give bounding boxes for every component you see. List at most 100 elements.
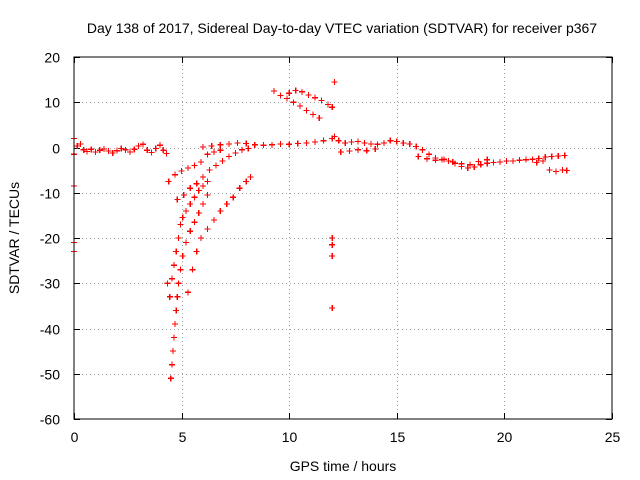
- data-point: [126, 149, 133, 156]
- data-point: [168, 361, 175, 368]
- tick-labels: 0 5 10 15 20 25 -60 -50 -40 -30 -20 -10 0 10 20: [40, 50, 621, 446]
- data-point: [243, 178, 250, 185]
- data-point: [355, 138, 362, 145]
- data-point: [182, 207, 189, 214]
- data-point: [217, 147, 224, 154]
- y-tick-label: -20: [40, 231, 60, 247]
- data-point: [92, 149, 99, 156]
- data-point: [331, 133, 338, 140]
- data-point: [445, 158, 452, 165]
- data-point: [236, 185, 243, 192]
- data-point: [114, 147, 121, 154]
- data-point: [166, 293, 173, 300]
- data-point: [213, 162, 220, 169]
- data-point: [533, 159, 540, 166]
- data-point: [164, 280, 171, 287]
- data-point: [171, 262, 178, 269]
- data-point: [548, 153, 555, 160]
- data-point: [510, 158, 517, 165]
- data-point: [167, 375, 174, 382]
- data-point: [335, 137, 342, 144]
- data-point: [168, 275, 175, 282]
- data-point: [342, 139, 349, 146]
- data-point: [157, 142, 164, 149]
- data-point: [197, 158, 204, 165]
- data-point: [219, 158, 226, 165]
- y-axis-label: SDTVAR / TECUs: [6, 182, 22, 294]
- data-point: [165, 178, 172, 185]
- data-point: [217, 141, 224, 148]
- data-point: [118, 145, 125, 152]
- data-point: [268, 141, 275, 148]
- data-point: [477, 161, 484, 168]
- data-point: [187, 185, 194, 192]
- x-tick-label: 20: [497, 429, 513, 445]
- data-point: [361, 139, 368, 146]
- data-point: [195, 210, 202, 217]
- data-point: [555, 153, 562, 160]
- data-point: [400, 139, 407, 146]
- data-point: [225, 153, 232, 160]
- data-point: [179, 214, 186, 221]
- data-point: [367, 140, 374, 147]
- data-point: [337, 149, 344, 156]
- data-point: [284, 95, 291, 102]
- data-point: [380, 139, 387, 146]
- data-point: [432, 157, 439, 164]
- data-point: [329, 241, 336, 248]
- data-point: [542, 154, 549, 161]
- data-point: [245, 145, 252, 152]
- data-point: [148, 149, 155, 156]
- data-point: [232, 149, 239, 156]
- data-point: [290, 99, 297, 106]
- data-point: [561, 152, 568, 159]
- data-point: [182, 239, 189, 246]
- data-point: [160, 147, 167, 154]
- data-point: [204, 151, 211, 158]
- data-point: [187, 228, 194, 235]
- data-point: [80, 146, 87, 153]
- data-point: [363, 147, 370, 154]
- data-point: [187, 201, 194, 208]
- data-point: [131, 146, 138, 153]
- data-point: [172, 171, 179, 178]
- data-point: [406, 140, 413, 147]
- data-point: [419, 146, 426, 153]
- data-point: [292, 87, 299, 94]
- data-point: [346, 148, 353, 155]
- data-point: [251, 141, 258, 148]
- data-point: [204, 178, 211, 185]
- y-tick-label: -10: [40, 186, 60, 202]
- data-point: [197, 235, 204, 241]
- data-point: [423, 155, 430, 162]
- chart-title: Day 138 of 2017, Sidereal Day-to-day VTE…: [87, 20, 597, 36]
- data-point: [177, 266, 184, 273]
- data-point: [312, 94, 319, 101]
- data-point: [312, 139, 319, 146]
- data-point: [415, 153, 422, 160]
- data-point: [466, 161, 473, 168]
- data-point: [529, 156, 536, 163]
- data-point: [83, 148, 90, 155]
- data-point: [374, 141, 381, 148]
- data-point: [309, 111, 316, 118]
- data-point: [329, 305, 336, 312]
- data-point: [277, 140, 284, 147]
- data-point: [195, 187, 202, 194]
- data-point: [372, 145, 379, 152]
- data-point: [200, 173, 207, 180]
- data-point: [247, 173, 254, 180]
- data-point: [348, 139, 355, 146]
- data-point: [305, 92, 312, 99]
- y-tick-label: 20: [44, 50, 60, 66]
- data-point: [175, 235, 182, 241]
- data-point: [96, 147, 103, 154]
- x-tick-label: 0: [71, 429, 79, 445]
- data-point: [553, 168, 560, 175]
- data-point: [172, 320, 179, 327]
- data-point: [471, 163, 478, 170]
- data-point: [490, 159, 497, 166]
- x-axis-label: GPS time / hours: [290, 458, 397, 474]
- data-point: [122, 146, 129, 153]
